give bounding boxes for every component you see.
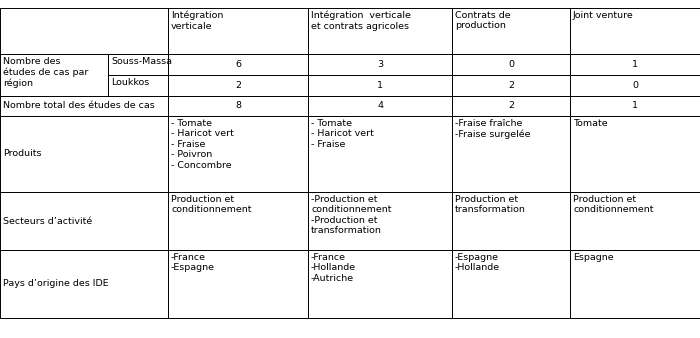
Bar bbox=[452, 96, 570, 116]
Text: 2: 2 bbox=[235, 81, 241, 90]
Text: Nombre des
études de cas par
région: Nombre des études de cas par région bbox=[3, 57, 88, 88]
Bar bbox=[308, 75, 452, 96]
Text: Pays d’origine des IDE: Pays d’origine des IDE bbox=[3, 280, 108, 289]
Bar bbox=[308, 192, 452, 250]
Text: Souss-Massa: Souss-Massa bbox=[111, 57, 172, 66]
Bar bbox=[570, 96, 700, 116]
Text: 1: 1 bbox=[377, 81, 383, 90]
Text: -France
-Hollande
-Autriche: -France -Hollande -Autriche bbox=[311, 253, 356, 283]
Text: Produits: Produits bbox=[3, 149, 41, 159]
Text: - Tomate
- Haricot vert
- Fraise
- Poivron
- Concombre: - Tomate - Haricot vert - Fraise - Poivr… bbox=[171, 119, 234, 170]
Bar bbox=[452, 116, 570, 192]
Text: Nombre total des études de cas: Nombre total des études de cas bbox=[3, 101, 155, 111]
Bar bbox=[0, 192, 168, 250]
Text: 2: 2 bbox=[508, 81, 514, 90]
Text: Intégration
verticale: Intégration verticale bbox=[171, 11, 223, 31]
Text: Loukkos: Loukkos bbox=[111, 78, 149, 87]
Bar bbox=[168, 250, 308, 318]
Bar bbox=[0, 116, 168, 192]
Bar bbox=[308, 116, 452, 192]
Bar bbox=[0, 8, 168, 54]
Bar bbox=[308, 96, 452, 116]
Text: - Tomate
- Haricot vert
- Fraise: - Tomate - Haricot vert - Fraise bbox=[311, 119, 374, 149]
Bar bbox=[0, 250, 168, 318]
Text: 1: 1 bbox=[632, 101, 638, 111]
Text: 1: 1 bbox=[632, 60, 638, 69]
Text: Secteurs d’activité: Secteurs d’activité bbox=[3, 217, 92, 225]
Bar bbox=[570, 75, 700, 96]
Bar bbox=[168, 116, 308, 192]
Text: Production et
conditionnement: Production et conditionnement bbox=[171, 195, 251, 214]
Bar bbox=[168, 8, 308, 54]
Text: 3: 3 bbox=[377, 60, 383, 69]
Text: Contrats de
production: Contrats de production bbox=[455, 11, 510, 30]
Bar bbox=[168, 96, 308, 116]
Text: 0: 0 bbox=[508, 60, 514, 69]
Bar bbox=[452, 8, 570, 54]
Text: -Production et
conditionnement
-Production et
transformation: -Production et conditionnement -Producti… bbox=[311, 195, 391, 235]
Text: 4: 4 bbox=[377, 101, 383, 111]
Text: Espagne: Espagne bbox=[573, 253, 614, 262]
Text: -Espagne
-Hollande: -Espagne -Hollande bbox=[455, 253, 500, 272]
Bar bbox=[570, 250, 700, 318]
Bar bbox=[308, 8, 452, 54]
Bar bbox=[308, 54, 452, 75]
Bar bbox=[168, 54, 308, 75]
Text: -France
-Espagne: -France -Espagne bbox=[171, 253, 215, 272]
Bar bbox=[0, 96, 168, 116]
Text: Tomate: Tomate bbox=[573, 119, 608, 128]
Text: Production et
conditionnement: Production et conditionnement bbox=[573, 195, 654, 214]
Bar bbox=[168, 75, 308, 96]
Bar bbox=[570, 192, 700, 250]
Bar bbox=[108, 54, 168, 75]
Text: Intégration  verticale
et contrats agricoles: Intégration verticale et contrats agrico… bbox=[311, 11, 411, 31]
Bar bbox=[308, 250, 452, 318]
Bar bbox=[452, 75, 570, 96]
Text: 6: 6 bbox=[235, 60, 241, 69]
Text: 8: 8 bbox=[235, 101, 241, 111]
Bar bbox=[570, 116, 700, 192]
Bar bbox=[452, 250, 570, 318]
Bar bbox=[0, 54, 108, 96]
Bar bbox=[570, 8, 700, 54]
Text: 2: 2 bbox=[508, 101, 514, 111]
Text: 0: 0 bbox=[632, 81, 638, 90]
Bar bbox=[452, 54, 570, 75]
Bar bbox=[570, 54, 700, 75]
Bar bbox=[108, 75, 168, 96]
Text: Joint venture: Joint venture bbox=[573, 11, 634, 20]
Bar bbox=[452, 192, 570, 250]
Bar bbox=[168, 192, 308, 250]
Text: -Fraise fraîche
-Fraise surgelée: -Fraise fraîche -Fraise surgelée bbox=[455, 119, 531, 139]
Text: Production et
transformation: Production et transformation bbox=[455, 195, 526, 214]
